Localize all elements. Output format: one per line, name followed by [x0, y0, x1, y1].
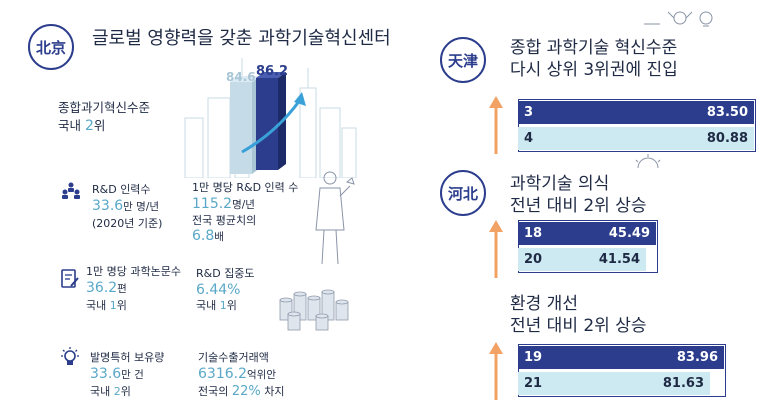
rnd-per-unit: 명/년	[232, 199, 255, 211]
tianjin-up-arrow-icon	[489, 96, 503, 154]
trade-share-prefix: 전국의	[198, 385, 232, 398]
rnd-per-multiple-unit: 배	[214, 231, 224, 243]
hebei-row-2-rank: 20	[518, 248, 550, 271]
trade-share: 전국의 22% 차지	[198, 384, 285, 399]
patents-value-num: 33.6	[90, 366, 122, 382]
bar-after-value: 86.2	[256, 64, 289, 79]
innovation-rank-num: 2	[84, 118, 94, 134]
bar-before-value: 84.6	[226, 70, 256, 84]
hebei-row-1-rank: 18	[518, 222, 550, 245]
scientist-illustration	[315, 171, 355, 265]
tianjin-bar-box	[518, 99, 756, 152]
hebei-row-1: 18 45.49	[518, 222, 656, 245]
patents-rank-prefix: 국내	[90, 385, 114, 398]
patents-label: 발명특허 보유량	[90, 351, 165, 364]
rnd-per-num: 115.2	[192, 196, 233, 212]
environment-title-1: 환경 개선	[510, 294, 578, 314]
tianjin-row-1-value: 83.50	[550, 101, 754, 124]
innovation-bar-graphic	[230, 72, 306, 174]
trade-value: 6316.2억위안	[198, 366, 276, 384]
tianjin-title-2: 다시 상위 3위권에 진입	[510, 60, 678, 80]
tianjin-row-1-rank: 3	[518, 101, 550, 124]
bar-before	[230, 76, 260, 174]
hebei-badge-text: 河北	[447, 184, 478, 203]
environment-title-2: 전년 대비 2위 상승	[510, 316, 647, 336]
papers-rank: 국내 1위	[86, 298, 127, 313]
hebei-title-2: 전년 대비 2위 상승	[510, 196, 647, 216]
intensity-rank-num: 1	[219, 299, 227, 312]
papers-value-num: 36.2	[86, 280, 118, 296]
environment-row-1: 19 83.96	[518, 346, 724, 369]
decoration-top-icons	[644, 11, 713, 27]
innovation-rank-prefix: 국내	[58, 118, 85, 133]
environment-row-1-rank: 19	[518, 346, 550, 369]
trade-label: 기술수출거래액	[198, 351, 269, 364]
trade-share-suffix: 차지	[260, 385, 285, 398]
intensity-rank-suffix: 위	[226, 299, 237, 312]
tianjin-row-1: 3 83.50	[518, 101, 754, 124]
rnd-per-multiple-num: 6.8	[192, 228, 215, 244]
tianjin-badge: 天津	[440, 37, 486, 83]
papers-value-unit: 편	[117, 283, 127, 295]
tianjin-row-2-rank: 4	[518, 127, 550, 150]
papers-rank-prefix: 국내	[86, 299, 110, 312]
people-group-icon	[62, 182, 80, 199]
papers-value: 36.2편	[86, 280, 127, 298]
intensity-value: 6.44%	[196, 282, 241, 298]
lightbulb-icon	[61, 347, 79, 365]
rnd-note: (2020년 기준)	[92, 217, 163, 230]
papers-label: 1만 명당 과학논문수	[86, 265, 181, 278]
patents-value-unit: 만 건	[121, 369, 144, 381]
patents-rank-suffix: 위	[120, 385, 131, 398]
tianjin-badge-text: 天津	[447, 51, 478, 70]
hebei-up-arrow-icon	[489, 220, 503, 278]
rnd-per-value: 115.2명/년	[192, 196, 255, 214]
papers-rank-suffix: 위	[116, 299, 127, 312]
rnd-label: R&D 인력수	[92, 183, 151, 196]
tianjin-row-2-value: 80.88	[550, 127, 754, 150]
patents-rank-num: 2	[113, 385, 121, 398]
trade-value-unit: 억위안	[247, 369, 276, 381]
intensity-rank: 국내 1위	[196, 298, 237, 313]
beijing-title: 글로벌 영향력을 갖춘 과학기술혁신센터	[92, 28, 391, 49]
hebei-title-1: 과학기술 의식	[510, 174, 610, 194]
trade-share-num: 22%	[231, 384, 261, 399]
innovation-rank-suffix: 위	[93, 118, 106, 133]
rnd-value-unit: 만 명/년	[123, 201, 160, 213]
trade-value-num: 6316.2	[198, 366, 247, 382]
sun-rays-icon	[635, 154, 661, 169]
hebei-badge: 河北	[440, 170, 486, 216]
rnd-value-num: 33.6	[92, 198, 124, 214]
innovation-rank: 국내 2위	[58, 118, 105, 134]
tianjin-row-2: 4 80.88	[518, 127, 754, 150]
papers-rank-num: 1	[109, 299, 117, 312]
environment-bar-box	[518, 344, 726, 397]
growth-arrow-head	[294, 92, 306, 106]
document-edit-icon	[61, 269, 79, 288]
beijing-badge: 北京	[28, 24, 74, 70]
rnd-per-multiple: 6.8배	[192, 228, 224, 246]
patents-rank: 국내 2위	[90, 384, 131, 399]
patents-value: 33.6만 건	[90, 366, 144, 384]
rnd-value: 33.6만 명/년	[92, 198, 159, 216]
intensity-label: R&D 집중도	[196, 267, 255, 280]
hebei-row-2-value: 41.54	[550, 248, 646, 271]
environment-row-2-value: 81.63	[550, 372, 710, 395]
hebei-bar-box	[518, 220, 658, 273]
coin-stack-illustration	[279, 289, 349, 331]
growth-arrow-icon	[241, 99, 302, 154]
environment-row-1-value: 83.96	[550, 346, 724, 369]
intensity-rank-prefix: 국내	[196, 299, 220, 312]
rnd-per-label: 1만 명당 R&D 인력 수	[192, 181, 299, 194]
hebei-row-2: 20 41.54	[518, 248, 646, 271]
tianjin-title-1: 종합 과학기술 혁신수준	[510, 38, 678, 58]
environment-row-2-rank: 21	[518, 372, 550, 395]
environment-row-2: 21 81.63	[518, 372, 710, 395]
rnd-per-line2: 전국 평균치의	[192, 214, 257, 227]
beijing-badge-text: 北京	[35, 38, 66, 57]
hebei-row-1-value: 45.49	[550, 222, 656, 245]
innovation-label: 종합과기혁신수준	[58, 100, 151, 115]
environment-up-arrow-icon	[489, 342, 503, 400]
